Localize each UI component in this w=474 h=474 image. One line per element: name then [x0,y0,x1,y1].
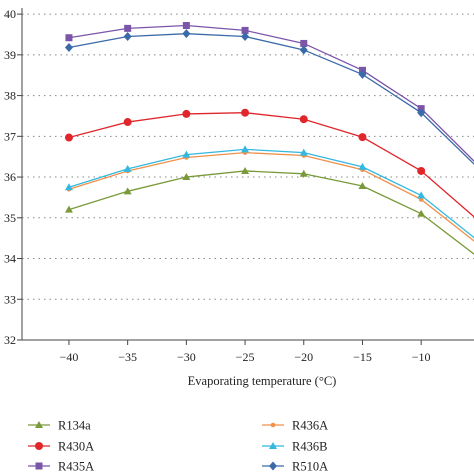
data-point [241,108,250,117]
series-r435a [65,22,474,162]
x-axis-title: Evaporating temperature (°C) [188,374,337,388]
legend-label: R134a [58,419,91,433]
legend-marker [35,442,43,450]
data-point [64,183,73,191]
data-point [299,148,308,156]
x-tick-label: −25 [236,350,255,364]
x-tick-label: −15 [353,350,372,364]
data-point [123,187,132,195]
legend-marker [270,422,276,428]
data-point [241,32,250,42]
data-point [182,150,191,158]
series-r436b [64,145,474,239]
data-point [417,191,426,199]
legend-marker [269,461,277,471]
data-point [417,108,426,118]
data-point [358,133,367,142]
data-point [123,118,132,127]
legend-marker [269,442,277,449]
x-tick-label: −35 [118,350,137,364]
legend-marker [35,462,43,470]
data-point [417,166,426,175]
data-point [358,162,367,170]
legend-item-r435a: R435A [28,460,94,474]
data-point [358,69,367,79]
data-point [65,34,73,42]
legend-item-r510a: R510A [262,460,328,474]
legend-label: R436A [292,419,328,433]
legend-item-r134a: R134a [28,419,91,433]
y-tick-label: 34 [4,252,16,266]
y-tick-label: 38 [4,89,16,103]
x-tick-label: −20 [294,350,313,364]
series-line [68,112,474,218]
data-point [299,45,308,55]
series-line [68,151,474,242]
y-axis-ticks: 32 33 34 35 36 37 38 39 40 [4,7,22,347]
x-tick-label: −40 [60,350,79,364]
legend-label: R436B [292,440,327,454]
series-line [68,170,474,255]
series-r510a [64,29,474,165]
y-tick-label: 40 [4,7,16,21]
data-point [64,205,73,213]
data-point [124,24,132,32]
legend-item-r436b: R436B [262,440,327,454]
x-axis-ticks: −40−35−30−25−20−15−10−5 [60,340,474,364]
data-point [241,166,250,174]
series-r436a [66,150,474,242]
y-tick-label: 35 [4,211,16,225]
legend-label: R510A [292,460,328,474]
data-point [358,182,367,190]
y-tick-label: 33 [4,292,16,306]
data-point [182,22,190,30]
data-point [299,169,308,177]
data-point [417,209,426,217]
data-point [123,164,132,172]
legend-label: R435A [58,460,94,474]
data-point [64,133,73,142]
series-line [68,33,474,165]
data-point [300,39,308,47]
y-tick-label: 32 [4,333,16,347]
y-tick-label: 39 [4,48,16,62]
legend: R134a R430A R435A R436A R436B R510A [28,419,328,474]
data-point [182,109,191,118]
data-point [123,32,132,42]
legend-item-r430a: R430A [28,440,94,454]
y-tick-label: 36 [4,170,16,184]
legend-marker [35,421,43,428]
x-tick-label: −10 [412,350,431,364]
data-point [64,43,73,53]
data-point [299,115,308,124]
series-line [68,148,474,239]
series-layer [64,22,474,255]
data-point [182,29,191,39]
y-tick-label: 37 [4,129,16,143]
legend-item-r436a: R436A [262,419,328,433]
series-r134a [64,166,474,255]
grid-lines [22,13,474,300]
series-r430a [64,108,474,218]
data-point [182,173,191,181]
x-tick-label: −30 [177,350,196,364]
legend-label: R430A [58,440,94,454]
data-point [241,145,250,153]
series-line [68,24,474,162]
data-point [241,26,249,34]
